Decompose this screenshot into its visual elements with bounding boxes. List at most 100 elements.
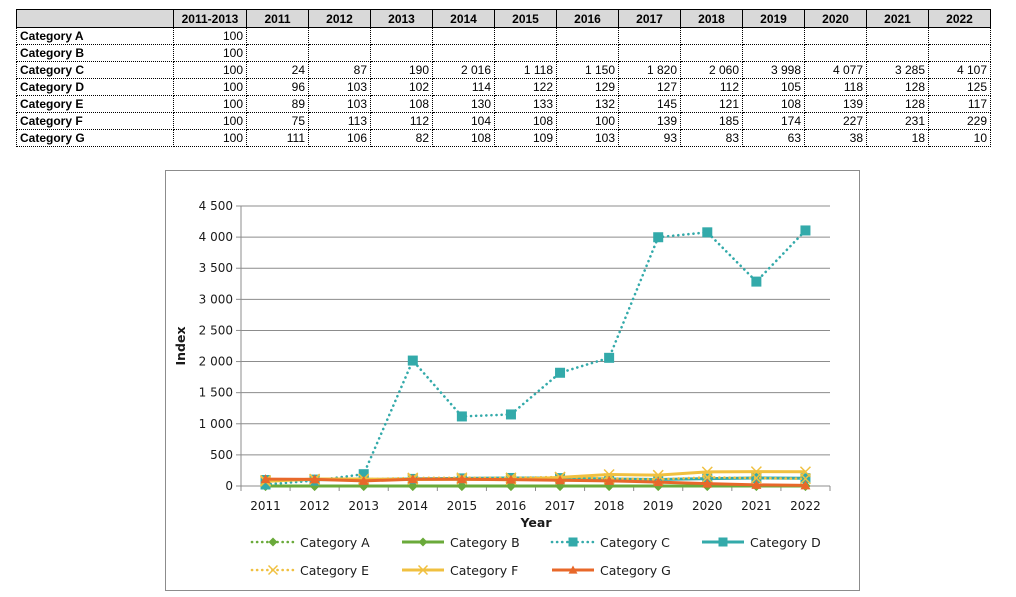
table-cell: 38 — [804, 129, 867, 147]
table-cell: 109 — [494, 129, 557, 147]
legend-item: Category G — [550, 560, 671, 580]
data-point — [701, 466, 713, 478]
data-point — [702, 478, 713, 488]
x-tick-label: 2015 — [447, 499, 478, 513]
legend-marker-icon — [417, 564, 429, 576]
data-point — [358, 469, 369, 480]
data-table: 2011-2013 2011 2012 2013 2014 2015 2016 2017 201… — [16, 9, 991, 147]
x-tick-label: 2014 — [398, 499, 429, 513]
series-category-g — [260, 474, 811, 490]
data-point — [505, 409, 516, 420]
data-point — [604, 352, 615, 363]
legend-marker-icon — [568, 537, 578, 547]
legend-marker-icon — [418, 537, 428, 547]
legend-label: Category B — [450, 534, 520, 550]
x-tick-label: 2019 — [643, 499, 674, 513]
y-tick-label: 4 500 — [199, 199, 233, 213]
table-cell: 108 — [370, 95, 433, 113]
x-tick-label: 2021 — [741, 499, 772, 513]
table-cell: 112 — [680, 78, 743, 96]
legend-label: Category G — [600, 562, 671, 578]
table-cell: 118 — [804, 78, 867, 96]
table-row: Category E 100 89 103 108 130 133 132 145 121 108 1… — [16, 95, 991, 113]
series-line — [264, 229, 807, 486]
data-point — [407, 355, 418, 366]
table-cell: 63 — [742, 129, 805, 147]
data-point — [701, 471, 713, 483]
table-corner-cell — [16, 9, 174, 28]
table-cell: 100 — [173, 78, 247, 96]
table-cell: 102 — [370, 78, 433, 96]
legend-item: Category C — [550, 532, 670, 552]
row-label: Category C — [16, 61, 174, 79]
legend-swatch-icon — [552, 565, 594, 574]
data-point — [652, 469, 664, 481]
column-header: 2011-2013 — [173, 9, 247, 28]
legend-label: Category A — [300, 534, 370, 550]
legend-swatch-icon — [250, 564, 296, 576]
legend-label: Category D — [750, 534, 821, 550]
data-point — [702, 227, 713, 238]
table-cell: 100 — [173, 27, 247, 45]
table-cell: 122 — [494, 78, 557, 96]
y-tick-label: 2 500 — [199, 323, 233, 337]
table-cell: 10 — [928, 129, 991, 147]
x-tick-label: 2020 — [692, 499, 723, 513]
series-category-c — [260, 225, 811, 490]
x-tick-label: 2016 — [496, 499, 527, 513]
table-cell: 18 — [866, 129, 929, 147]
x-tick-label: 2012 — [299, 499, 330, 513]
table-cell: 83 — [680, 129, 743, 147]
x-tick-label: 2011 — [250, 499, 281, 513]
legend-marker-icon — [568, 565, 578, 574]
data-point — [653, 477, 664, 487]
table-cell: 129 — [556, 78, 619, 96]
legend-marker-icon — [268, 537, 278, 547]
table-cell: 93 — [618, 129, 681, 147]
legend-item: Category A — [250, 532, 370, 552]
row-label: Category D — [16, 78, 174, 96]
data-point — [799, 466, 811, 478]
x-tick-label: 2018 — [594, 499, 625, 513]
table-cell: 2 016 — [432, 61, 495, 79]
legend-marker-icon — [267, 564, 279, 576]
legend-label: Category E — [300, 562, 369, 578]
chart-frame — [165, 170, 860, 591]
legend-marker-icon — [718, 537, 728, 547]
chart-legend: Category A Category B Category C Category D… — [250, 532, 850, 582]
column-header: 2017 — [618, 9, 681, 28]
x-tick-label: 2022 — [790, 499, 821, 513]
x-tick-label: 2013 — [348, 499, 379, 513]
series-line — [265, 477, 806, 487]
data-point — [603, 468, 615, 481]
x-axis-label: Year — [520, 515, 553, 530]
table-row: Category F 100 75 113 112 104 108 100 139 185 174 2… — [16, 112, 991, 130]
column-header: 2018 — [680, 9, 743, 28]
column-header: 2012 — [308, 9, 371, 28]
legend-swatch-icon — [402, 537, 444, 547]
data-point — [751, 479, 762, 489]
legend-swatch-icon — [702, 537, 744, 547]
table-header-row: 2011-2013 2011 2012 2013 2014 2015 2016 2017 201… — [16, 9, 991, 28]
table-row: Category G 100 111 106 82 108 109 103 93 83 63 38 18… — [16, 129, 991, 147]
y-tick-label: 3 000 — [199, 292, 233, 306]
data-point — [358, 475, 369, 485]
y-tick-label: 0 — [225, 479, 233, 493]
table-cell: 103 — [308, 78, 371, 96]
legend-item: Category F — [400, 560, 518, 580]
legend-swatch-icon — [402, 564, 444, 576]
legend-label: Category F — [450, 562, 519, 578]
row-label: Category G — [16, 129, 174, 147]
legend-item: Category E — [250, 560, 369, 580]
data-point — [456, 411, 467, 422]
table-cell: 4 077 — [804, 61, 867, 79]
y-tick-label: 1 000 — [199, 417, 233, 431]
table-cell: 82 — [370, 129, 433, 147]
legend-item: Category D — [700, 532, 821, 552]
data-point — [456, 474, 467, 484]
table-cell: 106 — [308, 129, 371, 147]
y-tick-label: 4 000 — [199, 230, 233, 244]
y-tick-label: 1 500 — [199, 386, 233, 400]
data-point — [653, 232, 664, 243]
